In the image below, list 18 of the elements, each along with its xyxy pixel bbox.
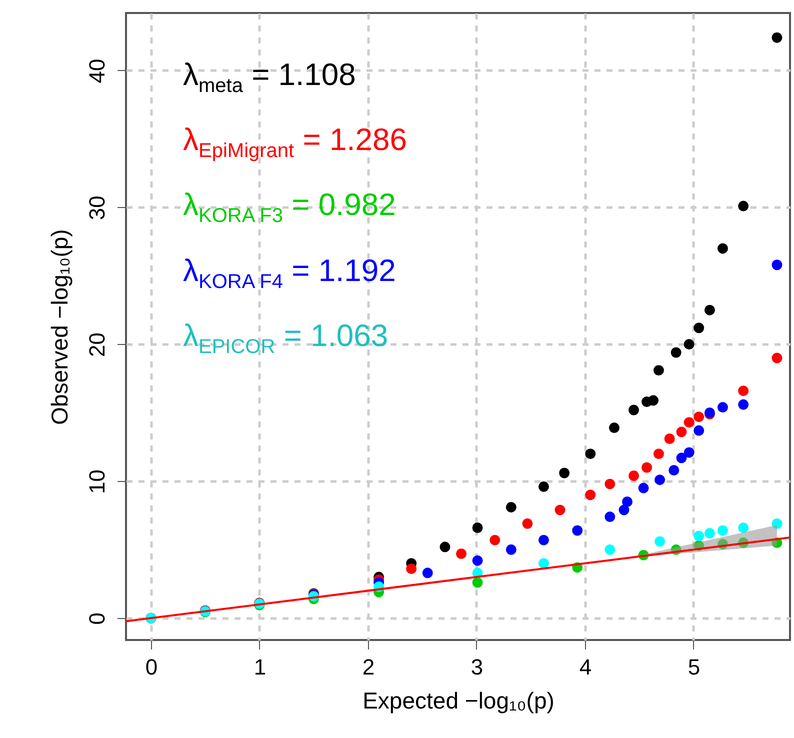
y-tick-label: 10 <box>84 469 110 494</box>
x-tick-label: 4 <box>579 654 592 680</box>
x-axis-title: Expected −log₁₀(p) <box>362 688 554 714</box>
annotation: λ$_{KORA F4}$ = 1.192 <box>183 252 397 295</box>
y-tick-label: 40 <box>84 58 110 84</box>
y-tick-label: 0 <box>84 612 110 625</box>
annotation: λ$_{KORA F3}$ = 0.982 <box>183 186 397 230</box>
y-tick-label: 20 <box>84 332 110 358</box>
annotation: λ$_{EPICOR}$ = 1.063 <box>183 316 390 360</box>
x-tick-label: 0 <box>145 654 158 680</box>
y-tick-label: 30 <box>84 196 110 220</box>
x-tick-label: 5 <box>688 654 700 680</box>
x-tick-label: 1 <box>254 654 266 680</box>
annotation: λ$_{meta}$ = 1.108 <box>183 56 357 100</box>
x-tick-label: 3 <box>470 654 484 680</box>
y-axis-title: Observed −log₁₀(p) <box>46 229 72 425</box>
x-tick-label: 2 <box>362 654 375 680</box>
annotation: λ$_{EpiMigrant}$ = 1.286 <box>183 121 408 164</box>
